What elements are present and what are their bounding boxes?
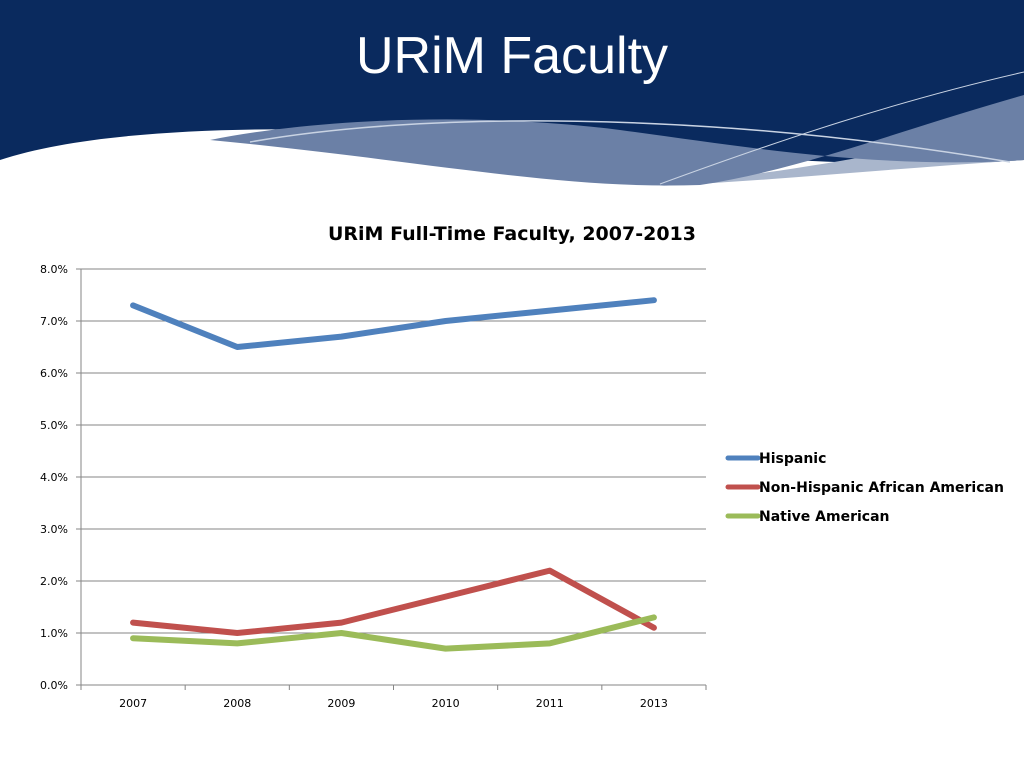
legend-label: Native American: [759, 509, 889, 525]
header-banner: [0, 0, 1024, 186]
y-tick-label: 8.0%: [40, 263, 68, 276]
x-tick-label: 2008: [223, 697, 251, 710]
series-line: [130, 567, 657, 636]
x-tick-label: 2009: [327, 697, 355, 710]
y-tick-label: 4.0%: [40, 471, 68, 484]
x-tick-label: 2011: [536, 697, 564, 710]
line-chart: 0.0% 1.0% 2.0% 3.0% 4.0% 5.0% 6.0% 7.0% 8.0% 200…: [40, 263, 1004, 710]
slide-title: URiM Faculty: [355, 27, 669, 85]
banner-background: [0, 0, 1024, 164]
y-tick-label: 7.0%: [40, 315, 68, 328]
y-tick-label: 6.0%: [40, 367, 68, 380]
chart-gridlines: [81, 268, 706, 634]
y-tick-label: 1.0%: [40, 627, 68, 640]
x-tick-label: 2013: [640, 697, 668, 710]
banner-swoosh-line-2: [659, 71, 1024, 185]
series-line: [130, 614, 657, 652]
legend-label: Non-Hispanic African American: [759, 480, 1004, 496]
y-tick-label: 3.0%: [40, 523, 68, 536]
series-line: [130, 297, 657, 350]
chart-legend: Hispanic Non-Hispanic African American Nat…: [725, 451, 1004, 525]
banner-swoosh-mid: [210, 95, 1024, 186]
x-tick-label: 2010: [432, 697, 460, 710]
y-tick-label: 0.0%: [40, 679, 68, 692]
chart-title: URiM Full-Time Faculty, 2007-2013: [327, 223, 696, 245]
y-tick-label: 2.0%: [40, 575, 68, 588]
legend-label: Hispanic: [759, 451, 826, 467]
chart-series: [130, 297, 657, 652]
banner-swoosh-line: [249, 120, 1011, 163]
x-axis-ticks: 2007 2008 2009 2010 2011 2013: [80, 685, 707, 710]
y-axis-ticks: 0.0% 1.0% 2.0% 3.0% 4.0% 5.0% 6.0% 7.0% 8.0%: [40, 263, 81, 692]
x-tick-label: 2007: [119, 697, 147, 710]
y-tick-label: 5.0%: [40, 419, 68, 432]
